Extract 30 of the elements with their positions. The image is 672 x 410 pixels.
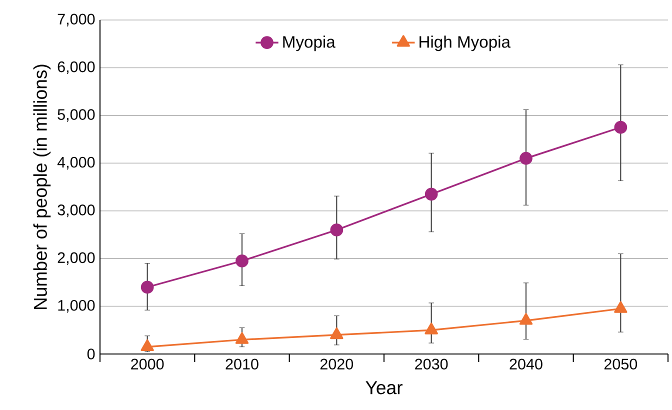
x-tick-label: 2020 [320,358,354,370]
x-tick-label: 2050 [604,358,638,370]
y-tick-label: 4,000 [57,156,95,170]
x-axis-title: Year [366,381,403,394]
point [519,313,533,325]
y-tick-label: 3,000 [58,204,95,218]
point [235,332,249,344]
y-tick-label: 7,000 [58,14,95,26]
point [140,280,154,294]
y-axis-title: Number of people (in millions) [33,64,51,309]
point [330,327,344,340]
y-tick-label: 6,000 [58,61,95,74]
legend-label: High Myopia [420,36,510,52]
x-tick-label: 2010 [226,358,258,370]
point [520,152,532,165]
x-tick-label: 2000 [131,358,164,370]
y-tick-label: 2,000 [58,252,95,265]
point [330,224,344,236]
x-tick-label: 2040 [510,358,542,370]
y-tick-label: 1,000 [58,300,95,313]
y-tick-label: 5,000 [58,109,95,122]
x-tick-label: 2030 [415,358,448,370]
point [424,322,438,334]
point [236,254,248,268]
point [614,120,628,134]
point [424,188,438,201]
point [140,339,154,352]
point [614,301,628,313]
y-tick-label: 0 [87,348,95,360]
legend-label: Myopia [283,36,336,52]
